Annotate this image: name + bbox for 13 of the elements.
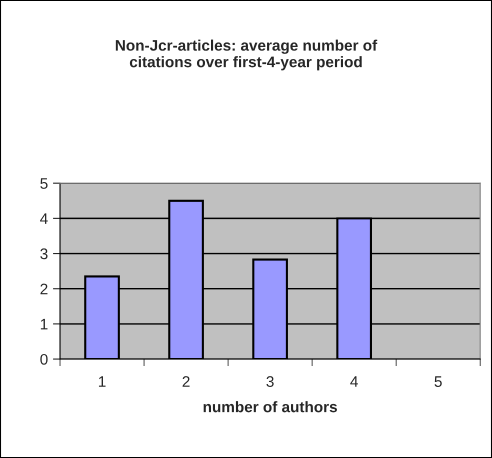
x-tick-label: 2	[182, 376, 190, 387]
chart-title: Non-Jcr-articles: average number of citations over first-4-year period	[116, 40, 378, 70]
x-tick-label: 1	[98, 376, 106, 387]
y-tick-label: 0	[40, 354, 48, 365]
x-tick-label: 5	[434, 376, 442, 387]
x-tick-label: 3	[266, 376, 274, 387]
y-tick-label: 1	[40, 318, 48, 330]
y-tick-label: 3	[40, 248, 48, 260]
x-axis-title: number of authors	[204, 401, 337, 412]
y-tick-label: 4	[40, 213, 48, 224]
x-tick-label: 4	[350, 376, 358, 387]
y-tick-label: 5	[40, 178, 48, 189]
y-tick-label: 2	[40, 284, 48, 294]
